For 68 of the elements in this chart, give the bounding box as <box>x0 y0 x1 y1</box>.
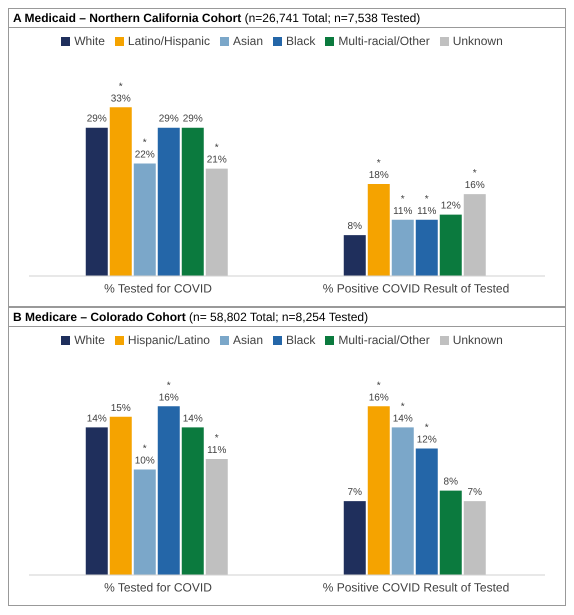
data-label: 14% <box>86 413 107 424</box>
bar <box>440 490 462 575</box>
chart-subtitle: (n= 58,802 Total; n=8,254 Tested) <box>189 310 368 324</box>
chart-title: A Medicaid – Northern California Cohort <box>13 11 242 25</box>
legend-label: White <box>74 333 105 347</box>
data-label: 29% <box>182 114 203 125</box>
bar <box>110 416 132 575</box>
bar <box>368 406 390 575</box>
data-label: * 21% <box>206 142 227 166</box>
bar <box>344 235 366 276</box>
legend-label: Asian <box>232 34 264 48</box>
legend-label: Latino/Hispanic <box>128 34 210 48</box>
data-label: 7% <box>348 487 362 498</box>
legend-label: Hispanic/Latino <box>128 333 210 347</box>
legend-label: Unknown <box>452 333 503 347</box>
bar <box>158 128 180 276</box>
data-label: * 12% <box>416 422 437 446</box>
legend-label: Multi-racial/Other <box>338 34 430 48</box>
bar <box>416 220 438 276</box>
bar <box>110 107 132 276</box>
legend-label: Black <box>286 333 316 347</box>
data-label: 29% <box>158 114 179 125</box>
chart-title: B Medicare – Colorado Cohort <box>13 310 186 324</box>
data-label: 8% <box>444 476 458 488</box>
bar <box>134 164 156 276</box>
data-label: 12% <box>440 200 461 212</box>
bar <box>344 501 366 575</box>
data-label: 15% <box>110 402 131 414</box>
x-tick-label: % Positive COVID Result of Tested <box>322 282 510 296</box>
data-label: 14% <box>182 413 203 424</box>
bar <box>392 427 414 575</box>
bar <box>86 427 108 575</box>
data-label: * 14% <box>392 401 413 424</box>
data-label: * 22% <box>134 138 155 160</box>
bar <box>464 501 486 575</box>
legend-label: White <box>74 34 105 48</box>
legend-label: Unknown <box>452 34 503 48</box>
data-label: * 11% <box>207 432 226 456</box>
bar <box>206 168 228 276</box>
data-label: 29% <box>86 114 107 125</box>
data-label: 8% <box>348 221 362 232</box>
bar <box>206 458 228 575</box>
bar <box>368 184 390 276</box>
data-label: * 16% <box>368 380 389 404</box>
data-label: * 10% <box>134 444 155 467</box>
bar <box>464 194 486 276</box>
data-label: 7% <box>468 487 482 498</box>
bar <box>416 448 438 575</box>
data-label: * 11% <box>417 194 436 217</box>
bar <box>86 128 108 276</box>
data-label: * 16% <box>158 380 179 404</box>
bar <box>440 214 462 276</box>
legend-label: Multi-racial/Other <box>338 333 430 347</box>
data-label: * 18% <box>368 158 389 181</box>
x-tick-label: % Tested for COVID <box>104 282 212 296</box>
bar <box>182 427 204 575</box>
legend-label: Black <box>286 34 316 48</box>
data-label: * 16% <box>464 168 485 192</box>
bar <box>182 128 204 276</box>
data-label: * 33% <box>110 81 131 104</box>
bar <box>392 220 414 276</box>
bar <box>134 470 156 575</box>
x-tick-label: % Tested for COVID <box>104 580 212 595</box>
chart-subtitle: (n=26,741 Total; n=7,538 Tested) <box>244 11 420 25</box>
x-tick-label: % Positive COVID Result of Tested <box>322 580 510 595</box>
data-label: * 11% <box>393 194 412 217</box>
legend-label: Asian <box>232 333 264 347</box>
bar <box>158 406 180 575</box>
